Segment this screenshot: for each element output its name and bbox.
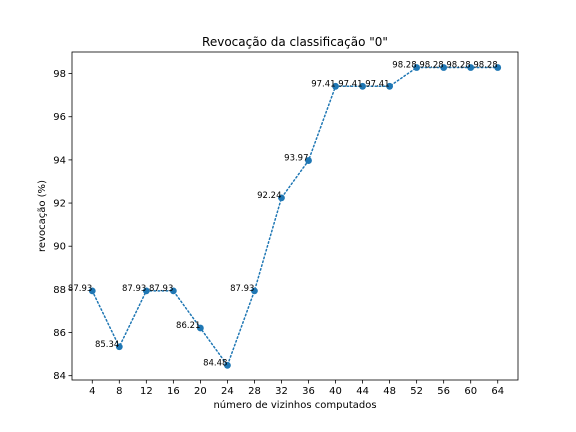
plot-frame [71,51,519,381]
data-point [196,324,204,332]
x-tick-label: 20 [194,386,207,397]
x-tick-label: 48 [383,386,396,397]
data-label: 87.93 [122,284,146,294]
data-point [413,64,421,71]
x-tick-label: 52 [410,386,423,397]
data-label: 87.93 [149,284,173,294]
data-point [224,361,231,369]
y-tick-label: 96 [53,112,66,123]
data-point [169,287,177,295]
data-point [305,157,312,164]
data-point [142,287,150,295]
y-tick-label: 86 [53,328,66,339]
data-point [494,64,502,71]
y-axis-ticks: 84 86 88 90 92 94 96 98 [53,69,72,382]
x-axis-ticks: 4 8 12 16 20 24 28 32 36 40 44 48 52 56 60 64 [89,380,504,397]
x-tick-label: 24 [221,386,234,397]
data-label: 84.48 [203,358,227,368]
data-point [115,343,123,351]
data-label: 97.41 [311,79,335,89]
plot-area [72,52,518,380]
y-tick-label: 90 [53,242,66,253]
x-tick-label: 12 [140,386,153,397]
data-label: 86.21 [176,321,200,331]
series-line [91,66,499,367]
x-tick-label: 32 [275,386,288,397]
y-tick-label: 98 [53,69,66,80]
x-axis-label: número de vizinhos computados [213,399,376,411]
data-point [386,82,394,90]
x-tick-label: 64 [491,386,504,397]
data-label: 87.93 [68,284,92,294]
y-tick-label: 84 [53,371,66,382]
y-tick-label: 92 [53,199,66,210]
y-tick-label: 88 [53,285,66,296]
data-label: 97.41 [338,79,362,89]
data-label: 98.28 [473,61,497,71]
data-label: 93.97 [284,154,308,164]
data-label: 98.28 [392,61,416,71]
data-point [359,82,366,90]
data-label: 92.24 [257,191,281,201]
data-point [440,64,448,71]
x-tick-label: 56 [437,386,450,397]
x-tick-label: 8 [116,386,122,397]
data-label: 85.34 [95,340,119,350]
data-label: 98.28 [419,61,443,71]
data-point [88,287,96,295]
chart-title: Revocação da classificação "0" [202,35,388,49]
data-point [278,194,285,202]
y-axis-label: revocação (%) [37,180,48,252]
data-label: 87.93 [230,284,254,294]
x-tick-label: 16 [167,386,180,397]
y-tick-label: 94 [53,155,66,166]
data-point [467,64,475,71]
x-tick-label: 40 [329,386,342,397]
x-tick-label: 4 [89,386,95,397]
x-tick-label: 60 [464,386,477,397]
data-label: 98.28 [446,61,470,71]
series-layer [88,64,502,369]
data-point [332,82,339,90]
x-tick-label: 28 [248,386,261,397]
data-label: 97.41 [365,79,389,89]
x-tick-label: 36 [302,386,315,397]
x-tick-label: 44 [356,386,369,397]
data-point [251,287,258,295]
